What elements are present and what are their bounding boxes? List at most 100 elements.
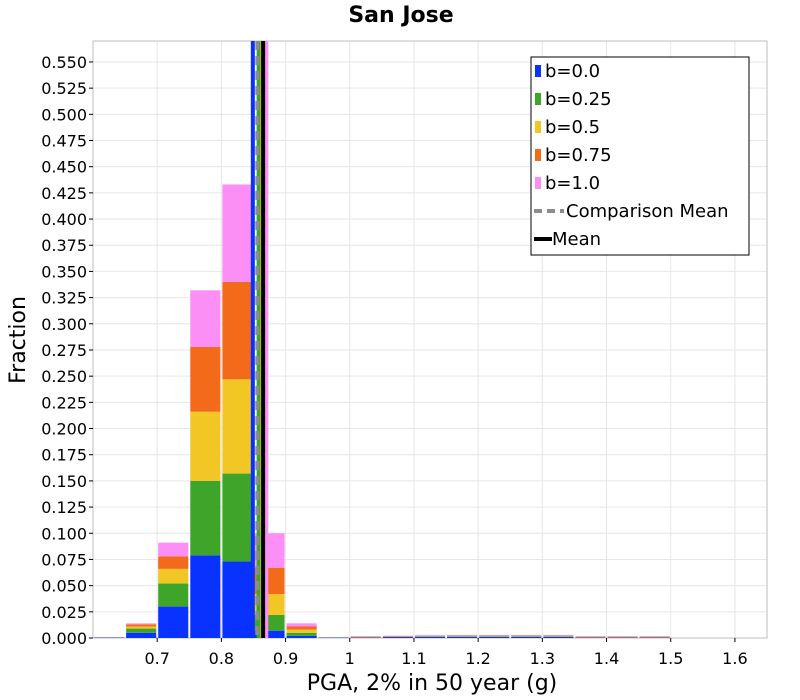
bar-segment xyxy=(382,636,413,637)
legend-label: b=1.0 xyxy=(545,173,600,194)
legend-swatch xyxy=(535,93,541,105)
bar-segment xyxy=(575,636,606,637)
bar-segment xyxy=(382,636,413,638)
y-axis-title: Fraction xyxy=(6,296,31,384)
y-tick-label: 0.450 xyxy=(41,158,87,177)
bar-segment xyxy=(639,636,670,638)
bar-segment xyxy=(222,184,253,282)
bar-segment xyxy=(222,281,253,380)
bar-segment xyxy=(222,473,253,562)
bar-segment xyxy=(447,636,478,637)
x-tick-label: 1.3 xyxy=(530,649,555,668)
bar-segment xyxy=(414,635,446,636)
bar-segment xyxy=(543,636,574,638)
legend-label: Mean xyxy=(552,229,601,250)
bar-segment xyxy=(350,636,381,637)
legend-swatch xyxy=(535,65,541,77)
bar-segment xyxy=(447,635,478,637)
bar-segment xyxy=(639,637,670,638)
bar-segment xyxy=(575,637,606,638)
y-tick-label: 0.225 xyxy=(41,393,87,412)
bar-segment xyxy=(479,636,510,637)
x-tick-label: 1.2 xyxy=(465,649,490,668)
bar-segment xyxy=(543,636,574,637)
y-tick-label: 0.475 xyxy=(41,132,87,151)
x-tick-label: 1.5 xyxy=(658,649,683,668)
bar-segment xyxy=(511,635,542,636)
bar-segment xyxy=(126,624,157,627)
bar-segment xyxy=(511,635,542,636)
bar-segment xyxy=(382,635,413,637)
legend-swatch xyxy=(535,149,541,161)
legend-label: b=0.0 xyxy=(545,61,600,82)
bar-segment xyxy=(126,632,157,638)
legend-swatch xyxy=(535,121,541,133)
x-tick-label: 1.1 xyxy=(401,649,426,668)
y-tick-label: 0.050 xyxy=(41,577,87,596)
bar-segment xyxy=(479,635,510,636)
bar-segment xyxy=(286,629,317,633)
y-tick-label: 0.550 xyxy=(41,53,87,72)
bar-segment xyxy=(575,636,606,638)
bar-segment xyxy=(447,636,478,638)
chart-title: San Jose xyxy=(348,3,453,28)
bar-segment xyxy=(543,635,574,636)
bar-segment xyxy=(414,636,446,638)
y-tick-label: 0.325 xyxy=(41,289,87,308)
x-axis-title: PGA, 2% in 50 year (g) xyxy=(307,671,558,696)
x-tick-label: 1.6 xyxy=(722,649,747,668)
bar-segment xyxy=(382,636,413,637)
bar-segment xyxy=(639,636,670,638)
legend-swatch xyxy=(535,177,541,189)
bar-segment xyxy=(543,635,574,637)
bar-segment xyxy=(639,636,670,637)
y-tick-label: 0.400 xyxy=(41,210,87,229)
bar-segment xyxy=(447,635,478,636)
bar-segment xyxy=(126,628,157,633)
bar-segment xyxy=(414,636,446,637)
bar-segment xyxy=(286,623,317,627)
legend-label: Comparison Mean xyxy=(566,201,729,222)
bar-segment xyxy=(158,606,189,638)
bar-segment xyxy=(479,636,510,638)
bar-segment xyxy=(575,636,606,638)
bar-segment xyxy=(158,568,189,584)
bar-segment xyxy=(607,637,638,638)
bar-segment xyxy=(543,635,574,636)
legend-box xyxy=(530,56,750,256)
bar-segment xyxy=(479,635,510,637)
y-tick-label: 0.075 xyxy=(41,550,87,569)
bar-segment xyxy=(511,636,542,638)
bar-segment xyxy=(639,637,670,638)
bar-segment xyxy=(607,637,638,638)
legend: b=0.0 b=0.25 b=0.5 b=0.75 b=1.0 Comparison Me… xyxy=(530,56,750,256)
bar-segment xyxy=(511,635,542,637)
bar-segment xyxy=(158,556,189,569)
bar-segment xyxy=(190,411,221,481)
legend-label: b=0.5 xyxy=(545,117,600,138)
bar-segment xyxy=(94,637,125,638)
bar-segment xyxy=(254,630,285,638)
bar-segment xyxy=(350,637,381,638)
bar-segment xyxy=(222,561,253,638)
y-tick-label: 0.150 xyxy=(41,472,87,491)
y-tick-label: 0.375 xyxy=(41,236,87,255)
bar-segment xyxy=(190,480,221,556)
y-tick-label: 0.000 xyxy=(41,629,87,648)
y-tick-label: 0.100 xyxy=(41,524,87,543)
bar-segment xyxy=(222,379,253,474)
x-tick-label: 0.7 xyxy=(144,649,169,668)
legend-label: b=0.25 xyxy=(545,89,612,110)
bar-segment xyxy=(158,583,189,607)
bar-segment xyxy=(286,635,317,638)
x-tick-label: 0.9 xyxy=(273,649,298,668)
x-tick-label: 1.4 xyxy=(594,649,619,668)
y-tick-label: 0.425 xyxy=(41,184,87,203)
y-tick-label: 0.500 xyxy=(41,105,87,124)
bar-segment xyxy=(318,637,349,638)
y-tick-label: 0.125 xyxy=(41,498,87,517)
y-tick-label: 0.200 xyxy=(41,420,87,439)
bar-segment xyxy=(126,623,157,625)
x-tick-label: 1 xyxy=(345,649,355,668)
